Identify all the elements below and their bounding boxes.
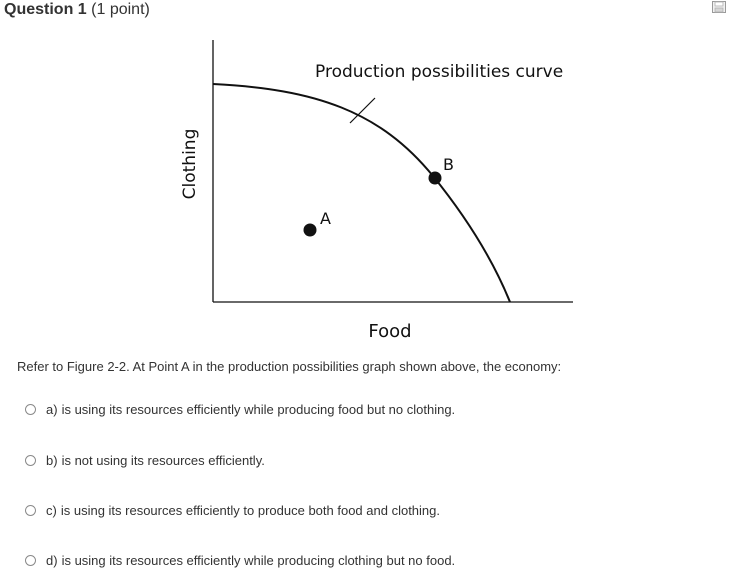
option-letter: b) bbox=[46, 453, 58, 468]
point-b-label: B bbox=[443, 155, 454, 174]
point-a-label: A bbox=[320, 209, 331, 228]
radio-button[interactable] bbox=[25, 404, 36, 415]
point-b bbox=[428, 171, 442, 185]
question-prompt: Refer to Figure 2-2. At Point A in the p… bbox=[17, 359, 562, 374]
ppc-curve bbox=[212, 83, 511, 303]
option-letter: a) bbox=[46, 402, 58, 417]
radio-button[interactable] bbox=[25, 555, 36, 566]
option-b[interactable]: b) is not using its resources efficientl… bbox=[25, 453, 265, 468]
option-c[interactable]: c) is using its resources efficiently to… bbox=[25, 503, 440, 518]
ppc-figure: Production possibilities curve Clothing … bbox=[175, 35, 573, 344]
option-text: is not using its resources efficiently. bbox=[61, 453, 265, 468]
radio-button[interactable] bbox=[25, 455, 36, 466]
question-header: Question 1 (1 point) bbox=[4, 1, 150, 19]
y-axis-label: Clothing bbox=[180, 129, 200, 200]
option-a[interactable]: a) is using its resources efficiently wh… bbox=[25, 402, 455, 417]
option-text: is using its resources efficiently to pr… bbox=[60, 503, 440, 518]
question-points: (1 point) bbox=[91, 1, 150, 18]
option-text: is using its resources efficiently while… bbox=[61, 402, 456, 417]
option-d[interactable]: d) is using its resources efficiently wh… bbox=[25, 553, 455, 568]
option-letter: d) bbox=[46, 553, 58, 568]
curve-pointer bbox=[349, 97, 376, 124]
curve-label: Production possibilities curve bbox=[315, 62, 563, 82]
question-title: Question 1 bbox=[4, 1, 87, 18]
x-axis-label: Food bbox=[368, 321, 411, 342]
option-text: is using its resources efficiently while… bbox=[61, 553, 456, 568]
radio-button[interactable] bbox=[25, 505, 36, 516]
save-icon[interactable] bbox=[712, 0, 726, 13]
option-letter: c) bbox=[46, 503, 57, 518]
point-a bbox=[303, 223, 317, 237]
